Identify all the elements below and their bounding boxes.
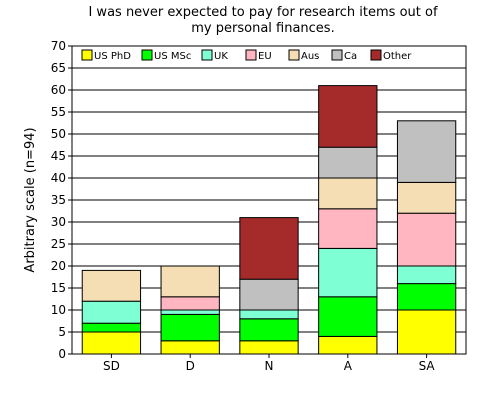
- bar-segment: [239, 309, 299, 320]
- bar-segment: [160, 340, 220, 355]
- y-tick-label: 40: [51, 171, 66, 185]
- legend-label: Ca: [344, 51, 357, 62]
- y-tick-label: 55: [51, 105, 66, 119]
- y-tick-label: 15: [51, 281, 66, 295]
- bar-segment: [396, 283, 457, 311]
- y-tick-label: 30: [51, 215, 66, 229]
- plot-frame: [71, 45, 467, 355]
- y-tick-label: 35: [51, 193, 66, 207]
- bar-segment: [81, 269, 142, 302]
- bar-segment: [318, 146, 378, 179]
- legend-label: US PhD: [94, 51, 131, 62]
- x-tick-labels: SD D N A SA: [103, 359, 435, 373]
- bar-segment: [160, 309, 220, 315]
- x-tick-label: A: [344, 359, 353, 373]
- bar-segment: [160, 296, 220, 311]
- legend-label: UK: [214, 51, 228, 62]
- y-tick-label: 65: [51, 61, 66, 75]
- y-tick-label: 20: [51, 259, 66, 273]
- bar-segment: [81, 322, 142, 333]
- y-tick-label: 70: [51, 39, 66, 53]
- bar-segment: [318, 85, 378, 148]
- y-tick-label: 45: [51, 149, 66, 163]
- x-tick-label: SD: [103, 359, 120, 373]
- y-tick-label: 5: [58, 325, 66, 339]
- legend: US PhD US MSc UK EU Aus Ca Other: [76, 47, 423, 65]
- legend-swatch: [370, 49, 382, 61]
- bar-segment: [396, 212, 457, 267]
- x-tick-label: N: [265, 359, 274, 373]
- legend-swatch: [81, 49, 93, 61]
- chart-title-line-2: my personal finances.: [191, 21, 334, 36]
- bar-segment: [318, 296, 378, 337]
- bar-segment: [318, 177, 378, 210]
- bar-segment: [81, 331, 142, 355]
- legend-swatch: [288, 49, 300, 61]
- chart-title-line-1: I was never expected to pay for research…: [88, 5, 437, 20]
- bar-segment: [318, 335, 378, 355]
- bar-segment: [318, 247, 378, 298]
- legend-swatch: [201, 49, 213, 61]
- legend-swatch: [141, 49, 153, 61]
- legend-label: EU: [258, 51, 272, 62]
- y-axis-label: Arbitrary scale (n=94): [23, 127, 38, 272]
- bar-segment: [81, 300, 142, 324]
- legend-label: Aus: [301, 51, 319, 62]
- y-tick-label: 25: [51, 237, 66, 251]
- legend-label: Other: [383, 51, 412, 62]
- legend-label: US MSc: [154, 51, 191, 62]
- legend-swatch: [245, 49, 257, 61]
- bar-segment: [239, 278, 299, 311]
- bar-segment: [239, 318, 299, 342]
- x-tick-label: SA: [419, 359, 436, 373]
- legend-swatch: [331, 49, 343, 61]
- y-tick-label: 10: [51, 303, 66, 317]
- y-tick-label: 50: [51, 127, 66, 141]
- y-tick-labels: 0 5 10 15 20 25 30 35 40 45 50 55 60 65 70: [51, 39, 66, 361]
- bar-segment: [160, 313, 220, 342]
- bar-segment: [318, 208, 378, 249]
- bar-segment: [239, 217, 299, 280]
- bar-segment: [396, 181, 457, 214]
- y-tick-label: 60: [51, 83, 66, 97]
- bar-segment: [396, 309, 457, 355]
- bar-segment: [160, 265, 220, 298]
- bars: [81, 85, 457, 355]
- axes: [71, 45, 467, 355]
- bar-segment: [396, 265, 457, 285]
- bar-segment: [239, 340, 299, 355]
- x-tick-label: D: [186, 359, 195, 373]
- bar-segment: [396, 120, 457, 183]
- y-tick-label: 0: [58, 347, 66, 361]
